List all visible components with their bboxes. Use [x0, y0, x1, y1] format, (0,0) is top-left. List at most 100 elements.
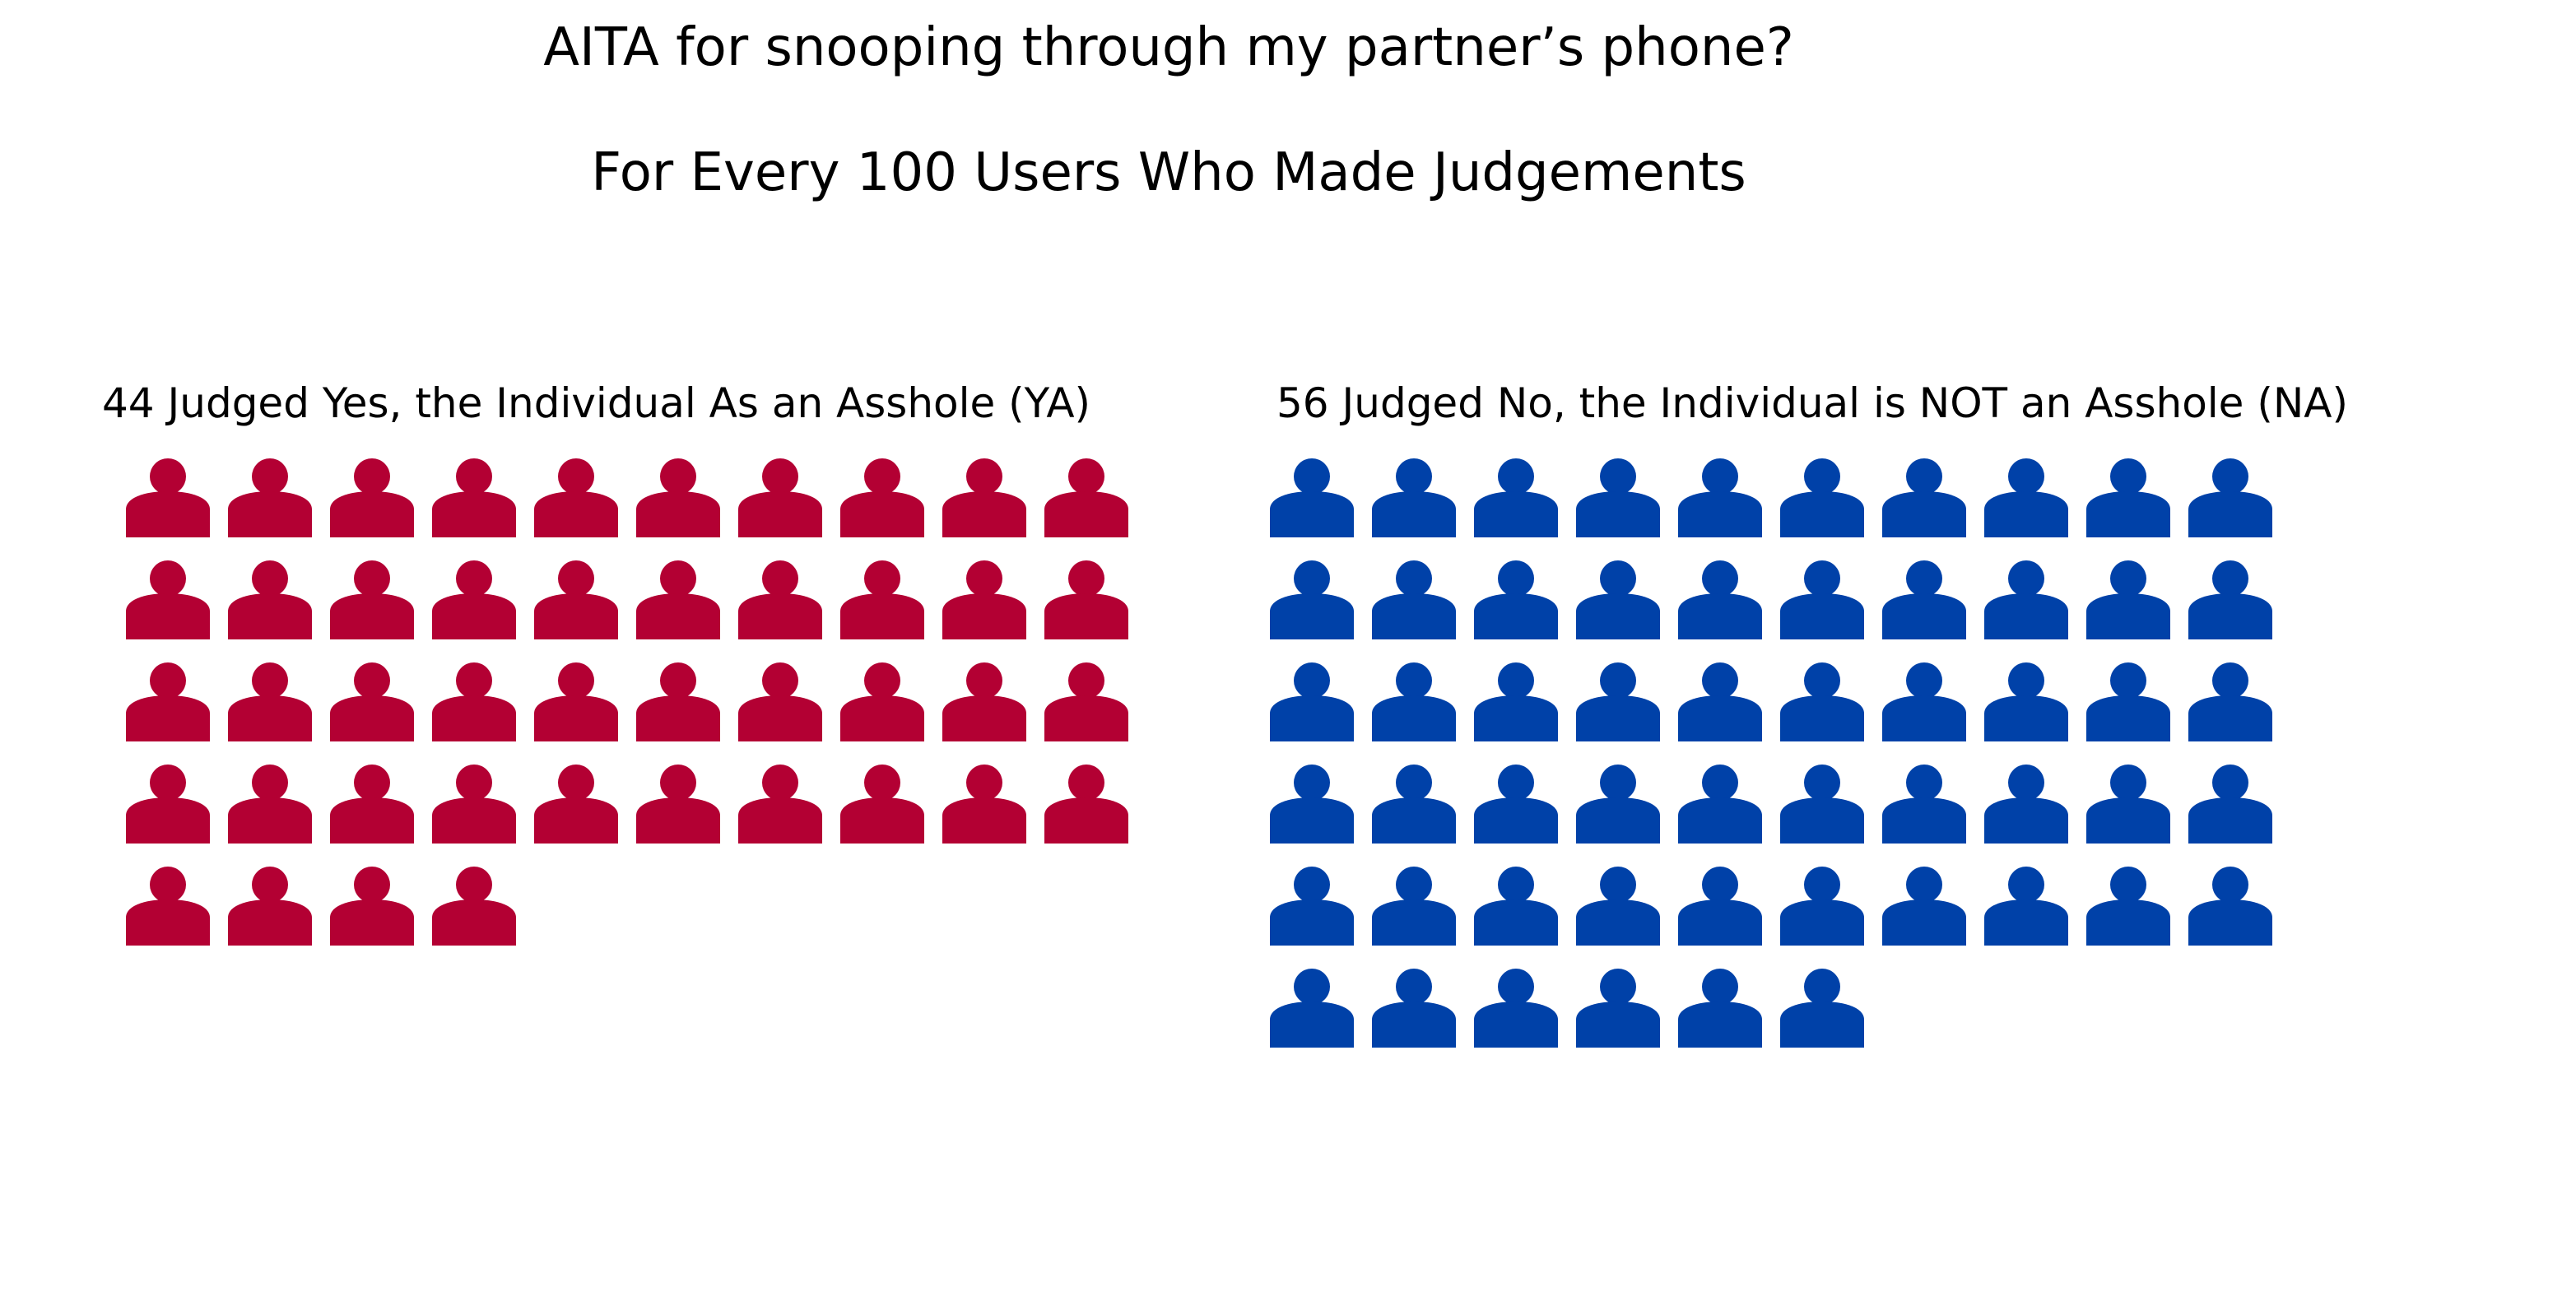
- person-icon-na-53: [1474, 969, 1558, 1048]
- person-icon-na-25: [1678, 662, 1762, 741]
- person-icon-ya-25: [534, 662, 618, 741]
- person-icon-na-55: [1678, 969, 1762, 1048]
- person-icon-na-18: [1984, 560, 2068, 639]
- person-icon-na-23: [1474, 662, 1558, 741]
- person-icon-ya-1: [126, 458, 210, 537]
- person-icon-na-1: [1270, 458, 1354, 537]
- person-icon-na-14: [1576, 560, 1660, 639]
- chart-title: AITA for snooping through my partner’s p…: [543, 17, 1794, 78]
- person-icon-ya-43: [330, 867, 414, 946]
- person-icon-ya-13: [330, 560, 414, 639]
- person-icon-ya-26: [636, 662, 720, 741]
- person-icon-na-54: [1576, 969, 1660, 1048]
- person-icon-ya-34: [432, 765, 516, 844]
- person-icon-ya-21: [126, 662, 210, 741]
- person-icon-na-29: [2086, 662, 2170, 741]
- person-icon-ya-16: [636, 560, 720, 639]
- person-icon-ya-36: [636, 765, 720, 844]
- person-icon-na-35: [1678, 765, 1762, 844]
- person-icon-ya-19: [942, 560, 1026, 639]
- person-icon-ya-39: [942, 765, 1026, 844]
- person-icon-na-4: [1576, 458, 1660, 537]
- panel-label-ya: 44 Judged Yes, the Individual As an Assh…: [102, 379, 1091, 427]
- person-icon-na-9: [2086, 458, 2170, 537]
- person-icon-na-19: [2086, 560, 2170, 639]
- person-icon-ya-32: [228, 765, 312, 844]
- person-icon-na-28: [1984, 662, 2068, 741]
- person-icon-na-33: [1474, 765, 1558, 844]
- person-icon-na-56: [1780, 969, 1864, 1048]
- person-icon-na-20: [2188, 560, 2272, 639]
- person-icon-na-36: [1780, 765, 1864, 844]
- person-icon-na-42: [1372, 867, 1456, 946]
- person-icon-ya-27: [738, 662, 822, 741]
- person-icon-ya-12: [228, 560, 312, 639]
- person-icon-na-13: [1474, 560, 1558, 639]
- person-icon-na-51: [1270, 969, 1354, 1048]
- person-icon-ya-15: [534, 560, 618, 639]
- person-icon-ya-37: [738, 765, 822, 844]
- person-icon-na-10: [2188, 458, 2272, 537]
- person-icon-ya-5: [534, 458, 618, 537]
- person-icon-na-3: [1474, 458, 1558, 537]
- person-icon-na-50: [2188, 867, 2272, 946]
- person-icon-na-15: [1678, 560, 1762, 639]
- person-icon-na-32: [1372, 765, 1456, 844]
- person-icon-ya-18: [840, 560, 924, 639]
- person-icon-na-43: [1474, 867, 1558, 946]
- person-icon-na-46: [1780, 867, 1864, 946]
- person-icon-na-34: [1576, 765, 1660, 844]
- person-icon-na-7: [1882, 458, 1966, 537]
- person-icon-na-48: [1984, 867, 2068, 946]
- person-icon-na-24: [1576, 662, 1660, 741]
- person-icon-na-16: [1780, 560, 1864, 639]
- person-icon-ya-35: [534, 765, 618, 844]
- person-icon-na-31: [1270, 765, 1354, 844]
- person-icon-ya-29: [942, 662, 1026, 741]
- person-icon-ya-4: [432, 458, 516, 537]
- panel-label-na: 56 Judged No, the Individual is NOT an A…: [1276, 379, 2348, 427]
- person-icon-na-38: [1984, 765, 2068, 844]
- person-icon-ya-9: [942, 458, 1026, 537]
- person-icon-ya-8: [840, 458, 924, 537]
- person-icon-ya-11: [126, 560, 210, 639]
- person-icon-ya-33: [330, 765, 414, 844]
- person-icon-ya-10: [1044, 458, 1128, 537]
- person-icon-ya-7: [738, 458, 822, 537]
- person-icon-na-8: [1984, 458, 2068, 537]
- person-icon-ya-28: [840, 662, 924, 741]
- chart-subtitle: For Every 100 Users Who Made Judgements: [591, 142, 1746, 203]
- person-icon-ya-23: [330, 662, 414, 741]
- person-icon-na-22: [1372, 662, 1456, 741]
- person-icon-ya-44: [432, 867, 516, 946]
- person-icon-ya-14: [432, 560, 516, 639]
- person-icon-na-49: [2086, 867, 2170, 946]
- person-icon-na-47: [1882, 867, 1966, 946]
- person-icon-ya-6: [636, 458, 720, 537]
- person-icon-ya-24: [432, 662, 516, 741]
- person-icon-ya-30: [1044, 662, 1128, 741]
- person-icon-na-2: [1372, 458, 1456, 537]
- person-icon-ya-3: [330, 458, 414, 537]
- person-icon-na-45: [1678, 867, 1762, 946]
- person-icon-na-52: [1372, 969, 1456, 1048]
- person-icon-ya-41: [126, 867, 210, 946]
- person-icon-na-21: [1270, 662, 1354, 741]
- person-icon-na-39: [2086, 765, 2170, 844]
- person-icon-ya-31: [126, 765, 210, 844]
- icon-group-na: [1270, 458, 2272, 1048]
- person-icon-na-11: [1270, 560, 1354, 639]
- person-icon-ya-42: [228, 867, 312, 946]
- person-icon-ya-22: [228, 662, 312, 741]
- person-icon-na-5: [1678, 458, 1762, 537]
- person-icon-na-40: [2188, 765, 2272, 844]
- person-icon-ya-38: [840, 765, 924, 844]
- person-icon-ya-17: [738, 560, 822, 639]
- person-icon-na-6: [1780, 458, 1864, 537]
- person-icon-na-26: [1780, 662, 1864, 741]
- person-icon-na-17: [1882, 560, 1966, 639]
- person-icon-na-44: [1576, 867, 1660, 946]
- person-icon-ya-2: [228, 458, 312, 537]
- person-icon-na-30: [2188, 662, 2272, 741]
